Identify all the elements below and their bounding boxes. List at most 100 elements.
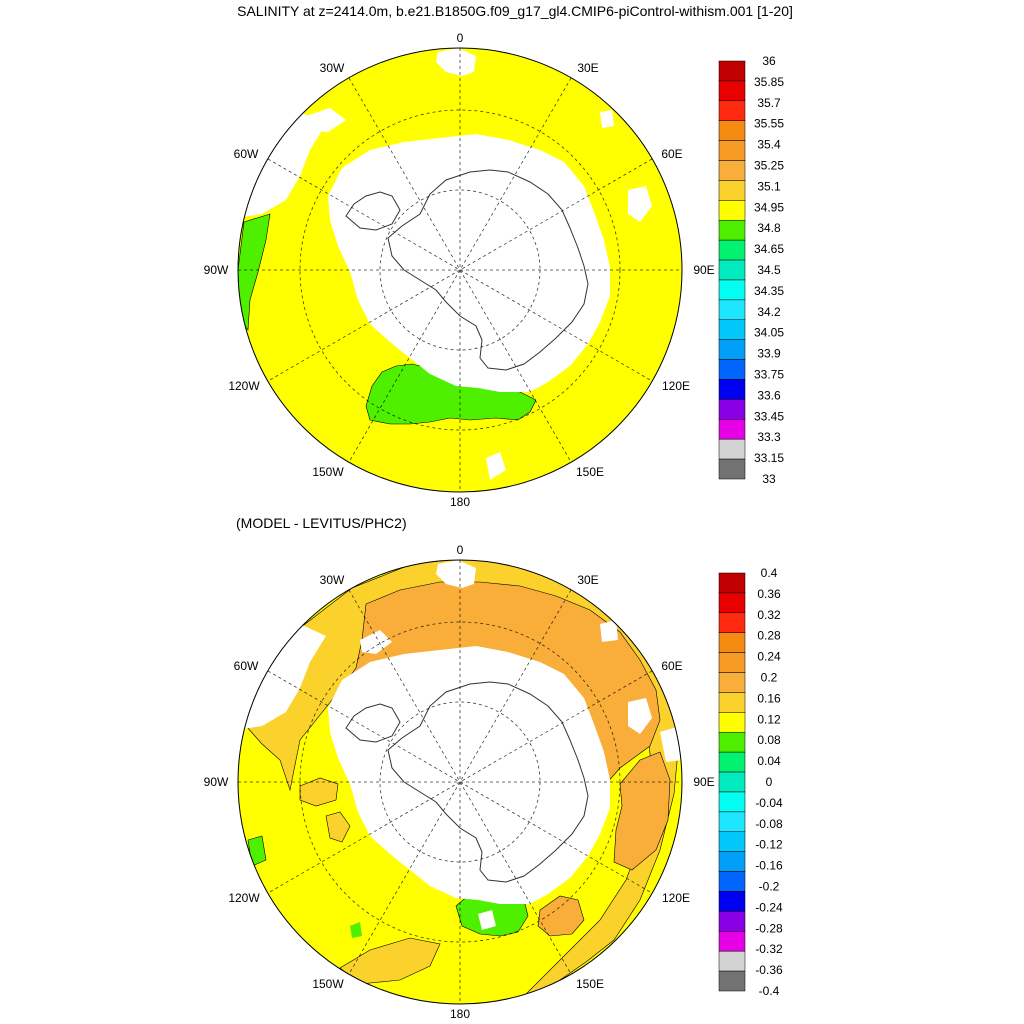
- colorbar-swatch: [718, 871, 746, 892]
- colorbar-swatch: [718, 200, 746, 221]
- salinity-map-boundary: [237, 47, 683, 493]
- lon-label: 150W: [312, 977, 344, 991]
- salinity-longitude-labels: 0 30E 60E 90E 120E 150E 180 150W 120W 90…: [204, 31, 715, 509]
- north-white-patch-2: [436, 560, 476, 588]
- lon-label: 90W: [204, 263, 229, 277]
- lon-label: 60W: [234, 147, 259, 161]
- colorbar-tick-label: 33: [762, 472, 776, 486]
- colorbar-swatch: [718, 851, 746, 872]
- colorbar-swatch: [718, 950, 746, 972]
- colorbar-swatch: [718, 399, 746, 420]
- colorbar-swatch: [718, 592, 746, 614]
- colorbar-swatch: [718, 100, 746, 121]
- lon-label: 180: [450, 495, 470, 509]
- colorbar-tick-label: 0.2: [761, 671, 778, 685]
- colorbar-tick-label: 0.16: [757, 691, 781, 705]
- colorbar-swatch: [718, 791, 746, 813]
- colorbar-tick-label: -0.4: [759, 984, 780, 998]
- colorbar-swatch: [718, 120, 746, 141]
- colorbar-swatch: [718, 572, 746, 594]
- north-white-patch: [436, 48, 476, 76]
- east-white-patch-3: [600, 620, 618, 642]
- colorbar-tick-label: 33.3: [757, 430, 781, 444]
- colorbar-tick-label: 35.85: [754, 75, 784, 89]
- colorbar-swatch: [718, 299, 746, 321]
- colorbar-tick-label: 0.24: [757, 650, 781, 664]
- lon-label: 120W: [228, 379, 260, 393]
- lon-label: 150E: [576, 977, 604, 991]
- difference-graticule: [238, 560, 682, 1004]
- colorbar-tick-label: -0.12: [755, 838, 783, 852]
- lon-label: 30E: [577, 573, 598, 587]
- colorbar-swatch: [718, 239, 746, 261]
- colorbar-tick-label: 34.8: [757, 221, 781, 235]
- colorbar-swatch: [718, 612, 746, 633]
- northwest-white-patch-2: [360, 630, 392, 654]
- colorbar-swatch: [718, 712, 746, 733]
- colorbar-swatch: [718, 652, 746, 673]
- colorbar-tick-label: 33.15: [754, 451, 784, 465]
- lon-label: 0: [457, 31, 464, 45]
- colorbar-tick-label: 0: [766, 775, 773, 789]
- lon-label: 120E: [662, 379, 690, 393]
- colorbar-tick-label: 35.55: [754, 117, 784, 131]
- colorbar-tick-label: -0.2: [759, 880, 780, 894]
- colorbar-swatch: [718, 831, 746, 852]
- southwest-green-patch: [350, 922, 362, 938]
- colorbar-swatch: [718, 80, 746, 102]
- colorbar-tick-label: 33.9: [757, 347, 781, 361]
- lon-label: 60E: [661, 147, 682, 161]
- east-white-patch: [600, 110, 614, 128]
- salinity-graticule: [238, 48, 682, 492]
- colorbar-tick-label: 34.2: [757, 305, 781, 319]
- southeast-orange-patch: [537, 895, 585, 937]
- colorbar-swatch: [718, 632, 746, 653]
- lon-label: 30W: [320, 61, 345, 75]
- colorbar-tick-label: 36: [762, 54, 776, 68]
- lon-label: 180: [450, 1007, 470, 1021]
- colorbar-swatch: [718, 379, 746, 400]
- peninsula-coastline: [345, 191, 401, 231]
- colorbar-swatch: [718, 60, 746, 82]
- diff-subtitle: (MODEL - LEVITUS/PHC2): [236, 515, 407, 531]
- lon-label: 90W: [204, 775, 229, 789]
- colorbar-swatch: [718, 359, 746, 380]
- colorbar-tick-label: -0.28: [755, 921, 783, 935]
- colorbar-tick-label: 35.25: [754, 159, 784, 173]
- salinity-colorbar: 36 35.85 35.7 35.55 35.4 35.25 35.1 34.95 34.8 34…: [718, 54, 784, 486]
- colorbar-swatch: [718, 339, 746, 360]
- antarctica-white-mask: [328, 134, 610, 392]
- difference-longitude-labels: 0 30E 60E 90E 120E 150E 180 150W 120W 90…: [204, 543, 715, 1021]
- colorbar-swatch: [718, 751, 746, 773]
- colorbar-swatch: [718, 771, 746, 793]
- colorbar-swatch: [718, 672, 746, 693]
- lon-label: 150E: [576, 465, 604, 479]
- colorbar-tick-label: 0.28: [757, 629, 781, 643]
- colorbar-swatch: [718, 911, 746, 932]
- colorbar-tick-label: 0.32: [757, 608, 781, 622]
- colorbar-tick-label: 33.45: [754, 409, 784, 423]
- colorbar-tick-label: -0.36: [755, 963, 783, 977]
- south-white-patch: [486, 452, 506, 480]
- colorbar-tick-label: 0.04: [757, 754, 781, 768]
- colorbar-tick-label: 0.36: [757, 587, 781, 601]
- colorbar-swatch: [718, 279, 746, 301]
- colorbar-swatch: [718, 811, 746, 833]
- weddell-white-area-2: [238, 624, 326, 730]
- difference-map-boundary: [237, 559, 683, 1005]
- antarctica-white-mask-2: [328, 646, 610, 904]
- antarctica-coastline-2: [387, 681, 589, 883]
- colorbar-swatch: [718, 319, 746, 340]
- lon-label: 120E: [662, 891, 690, 905]
- colorbar-tick-label: 35.1: [757, 179, 781, 193]
- colorbar-tick-label: 0.12: [757, 712, 781, 726]
- colorbar-swatch: [718, 692, 746, 713]
- lon-label: 90E: [693, 263, 714, 277]
- colorbar-tick-label: 35.7: [757, 96, 781, 110]
- colorbar-tick-label: 34.35: [754, 284, 784, 298]
- colorbar-swatch: [718, 438, 746, 460]
- lon-label: 0: [457, 543, 464, 557]
- lon-label: 30W: [320, 573, 345, 587]
- colorbar-tick-label: 0.08: [757, 733, 781, 747]
- east-white-patch-2: [628, 186, 652, 222]
